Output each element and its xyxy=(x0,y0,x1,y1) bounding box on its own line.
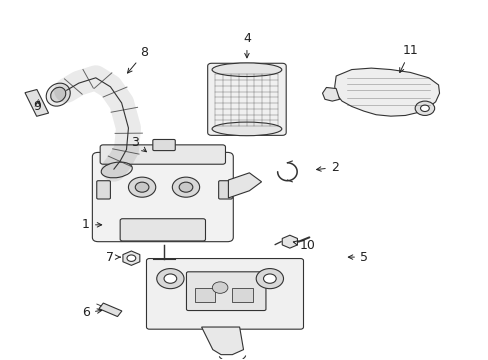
Polygon shape xyxy=(99,303,122,316)
Circle shape xyxy=(172,177,199,197)
Circle shape xyxy=(179,182,192,192)
FancyBboxPatch shape xyxy=(146,258,303,329)
Ellipse shape xyxy=(212,63,281,77)
Polygon shape xyxy=(334,68,439,116)
Text: 11: 11 xyxy=(399,44,417,72)
Circle shape xyxy=(163,274,176,283)
Text: 8: 8 xyxy=(127,46,148,73)
Polygon shape xyxy=(322,87,339,101)
Circle shape xyxy=(420,105,428,112)
Text: 3: 3 xyxy=(131,136,146,152)
Circle shape xyxy=(256,269,283,289)
Ellipse shape xyxy=(51,87,66,102)
Polygon shape xyxy=(228,173,261,198)
FancyBboxPatch shape xyxy=(207,63,285,135)
Text: 4: 4 xyxy=(243,32,250,58)
FancyBboxPatch shape xyxy=(100,145,225,164)
FancyBboxPatch shape xyxy=(218,181,232,199)
FancyBboxPatch shape xyxy=(97,181,110,199)
Circle shape xyxy=(135,182,149,192)
FancyBboxPatch shape xyxy=(153,139,175,150)
Ellipse shape xyxy=(101,162,132,178)
Polygon shape xyxy=(201,327,243,355)
FancyBboxPatch shape xyxy=(186,272,265,311)
Text: 5: 5 xyxy=(347,251,367,264)
Text: 6: 6 xyxy=(82,306,102,319)
Circle shape xyxy=(127,255,136,261)
Text: 9: 9 xyxy=(33,100,41,113)
FancyBboxPatch shape xyxy=(92,152,233,242)
Circle shape xyxy=(263,274,276,283)
Circle shape xyxy=(414,101,434,116)
Circle shape xyxy=(157,269,183,289)
Text: 7: 7 xyxy=(106,251,120,264)
Text: 2: 2 xyxy=(316,161,338,174)
FancyBboxPatch shape xyxy=(232,288,252,302)
Ellipse shape xyxy=(46,83,70,106)
Ellipse shape xyxy=(212,122,281,136)
FancyBboxPatch shape xyxy=(120,219,205,241)
Text: 10: 10 xyxy=(293,239,315,252)
FancyBboxPatch shape xyxy=(194,288,215,302)
Circle shape xyxy=(212,282,227,293)
Text: 1: 1 xyxy=(82,218,102,231)
Circle shape xyxy=(128,177,156,197)
Polygon shape xyxy=(25,90,48,116)
